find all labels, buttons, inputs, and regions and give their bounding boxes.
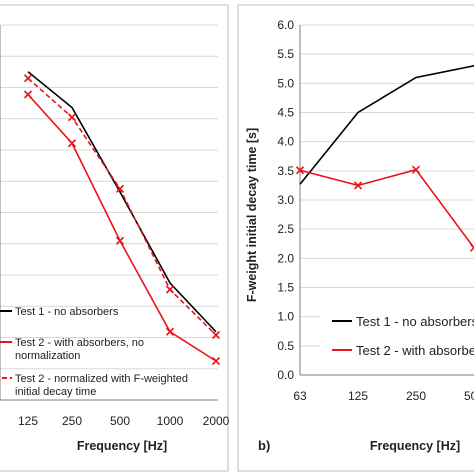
chart-a-x-axis-title: Frequency [Hz]	[77, 439, 167, 453]
legend-a-label-test1: Test 1 - no absorbers	[15, 306, 119, 318]
legend-a-label-test2n-line1: Test 2 - normalized with F-weighted	[15, 373, 188, 385]
legend-b-label-test2: Test 2 - with absorbers	[356, 343, 474, 358]
chart-b-y-tick-label: 2.0	[277, 251, 294, 265]
chart-b-frame	[237, 4, 474, 472]
chart-a-x-ticks: 125 250 500 1000 2000	[18, 414, 230, 428]
chart-a-series	[23, 71, 221, 366]
chart-a-series-1-point-3	[165, 327, 175, 336]
legend-a-label-test2-line2: normalization	[15, 350, 80, 362]
chart-b-y-tick-label: 1.5	[277, 281, 294, 295]
chart-b-x-ticks: 631252505001000	[293, 389, 474, 403]
chart-a-frame	[0, 4, 229, 472]
chart-a-series-1-point-1	[67, 139, 77, 148]
chart-b-y-tick-label: 5.0	[277, 76, 294, 90]
chart-b-y-ticks: 0.0 0.5 1.0 1.5 2.0 2.5 3.0 3.5 4.0 4.5 5.0 5.5 6.0	[277, 18, 294, 382]
legend-a-label-test2-line1: Test 2 - with absorbers, no	[15, 337, 144, 349]
chart-a-legend: Test 1 - no absorbers Test 2 - with abso…	[0, 306, 188, 398]
chart-b-series-0-line	[299, 65, 474, 185]
chart-b-x-tick-label: 250	[406, 389, 426, 403]
chart-b-series-1-point-3	[469, 243, 474, 252]
chart-a-series-1-point-0	[23, 90, 33, 99]
chart-a-series-1-point-4	[211, 356, 221, 366]
chart-b-x-tick-label: 500	[464, 389, 474, 403]
chart-b-y-tick-label: 4.5	[277, 106, 294, 120]
chart-b-series-1-point-1	[353, 181, 363, 190]
chart-a-series-2-point-0	[23, 74, 33, 83]
chart-b-panel-label: b)	[258, 438, 270, 453]
chart-a-x-tick-label: 250	[62, 414, 82, 428]
chart-a-series-2-point-2	[115, 184, 125, 193]
chart-b-y-tick-label: 2.5	[277, 222, 294, 236]
chart-b-x-tick-label: 125	[348, 389, 368, 403]
legend-a-label-test2n-line2: initial decay time	[15, 386, 96, 398]
legend-b-label-test1: Test 1 - no absorbers	[356, 314, 474, 329]
chart-a-series-2-point-3	[165, 285, 175, 294]
chart-a: 125 250 500 1000 2000 Frequency [Hz] Test 1 …	[0, 4, 230, 472]
chart-b-y-tick-label: 3.0	[277, 193, 294, 207]
chart-a-x-tick-label: 125	[18, 414, 38, 428]
chart-b-y-tick-label: 0.5	[277, 339, 294, 353]
chart-b-y-tick-label: 6.0	[277, 18, 294, 32]
chart-a-series-2-point-1	[67, 113, 77, 122]
chart-b-x-axis-title: Frequency [Hz]	[370, 439, 460, 453]
chart-b-series-1-point-2	[411, 165, 421, 174]
chart-b-x-tick-label: 63	[293, 389, 307, 403]
chart-b-legend: Test 1 - no absorbers Test 2 - with abso…	[320, 308, 474, 358]
chart-b: 0.00.51.01.52.02.53.03.54.04.55.05.56.0 …	[237, 4, 474, 472]
chart-a-series-0-line	[27, 71, 217, 333]
chart-b-y-tick-label: 0.0	[277, 368, 294, 382]
chart-b-y-tick-label: 3.5	[277, 164, 294, 178]
chart-b-series	[295, 65, 474, 252]
chart-b-y-axis-title: F-weight initial decay time [s]	[245, 128, 259, 302]
chart-b-series-1-point-0	[295, 166, 305, 175]
chart-a-x-tick-label: 2000	[203, 414, 230, 428]
chart-a-x-tick-label: 1000	[157, 414, 184, 428]
chart-a-series-2-point-4	[211, 330, 221, 340]
chart-b-y-tick-label: 1.0	[277, 310, 294, 324]
chart-b-y-tick-label: 4.0	[277, 135, 294, 149]
chart-b-y-tick-label: 5.5	[277, 47, 294, 61]
chart-a-x-tick-label: 500	[110, 414, 130, 428]
chart-a-series-1-point-2	[115, 236, 125, 245]
